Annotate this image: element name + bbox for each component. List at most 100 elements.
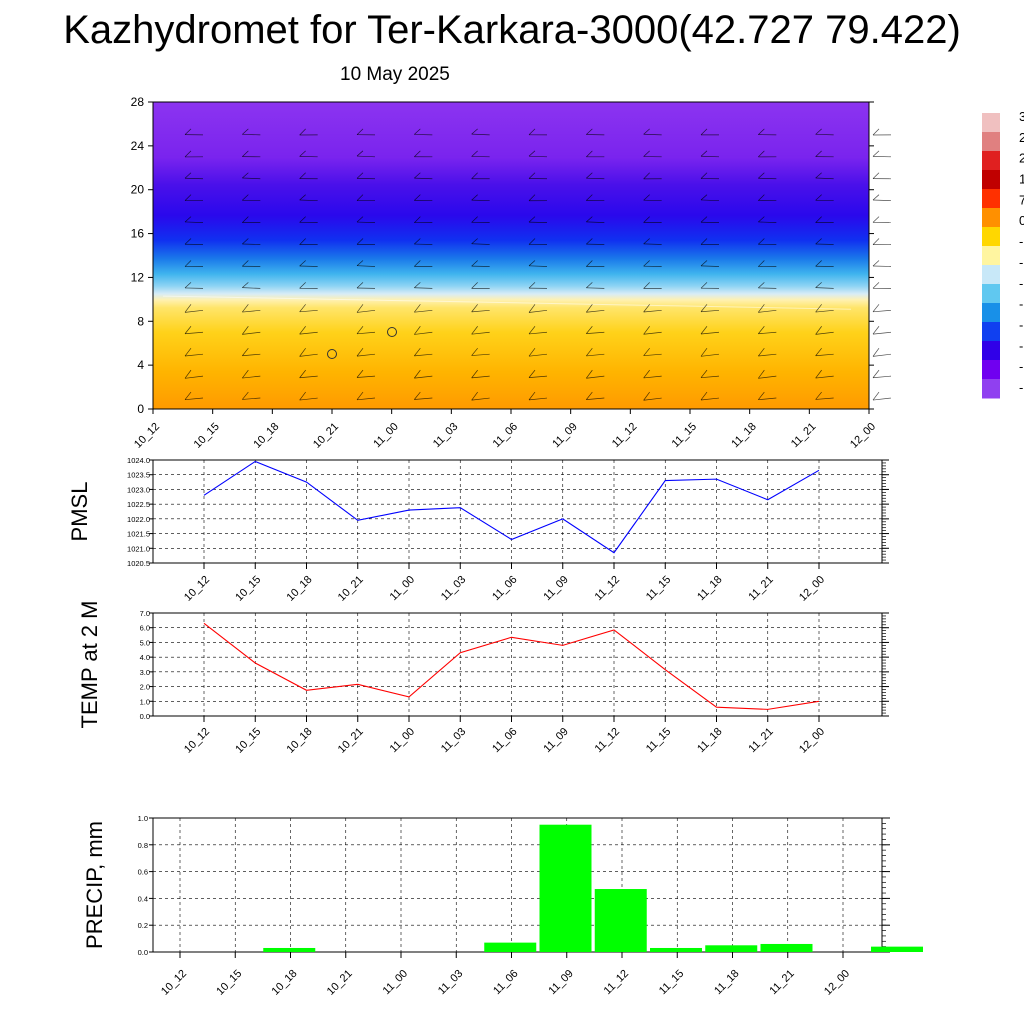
- temperature-shading: [153, 102, 869, 409]
- wind-barb-flag: [184, 369, 192, 379]
- wind-barb-flag: [872, 216, 880, 223]
- wind-barb-flag: [242, 282, 249, 288]
- wind-barb-flag: [471, 150, 478, 157]
- wind-barb: [242, 287, 261, 289]
- wind-barb: [242, 331, 261, 335]
- x-tick-label: 11_15: [670, 421, 700, 451]
- wind-barb-flag: [528, 216, 536, 223]
- wind-barb-flag: [872, 128, 880, 136]
- y-tick-label: 0.0: [140, 712, 150, 721]
- wind-barb: [643, 331, 662, 335]
- wind-barb-flag: [700, 128, 708, 136]
- y-tick-label: 0.4: [138, 894, 148, 903]
- wind-barb: [414, 331, 433, 335]
- y-tick-label: 0.8: [138, 841, 148, 850]
- x-tick-label: 11_03: [436, 968, 466, 998]
- wind-barb-flag: [643, 282, 650, 289]
- wind-barb-flag: [471, 172, 478, 179]
- wind-barb-flag: [528, 238, 536, 245]
- y-tick-label: 1022.0: [127, 515, 150, 524]
- colorbar-segment: [982, 227, 1000, 247]
- wind-barb: [242, 375, 261, 379]
- x-tick-label: 11_00: [381, 968, 411, 998]
- x-tick-label: 11_12: [610, 421, 640, 451]
- calm-circle: [327, 349, 337, 359]
- y-tick-label: 5.0: [140, 638, 150, 647]
- wind-barb: [758, 309, 777, 313]
- wind-barb-flag: [356, 216, 364, 223]
- wind-barb: [700, 265, 720, 267]
- x-tick-label: 10_21: [336, 726, 366, 756]
- x-tick-label: 11_09: [546, 968, 576, 998]
- wind-barb-flag: [643, 391, 650, 401]
- y-tick-label: 1024.0: [127, 456, 150, 465]
- wind-barb-flag: [872, 282, 880, 289]
- x-tick-label: 11_12: [602, 968, 632, 998]
- wind-barb-flag: [815, 326, 822, 335]
- wind-barb: [815, 375, 834, 379]
- wind-barb-flag: [758, 216, 765, 223]
- colorbar: 3 2 2 1 7 0 - - - - - - - -: [982, 109, 1024, 399]
- wind-barb-flag: [528, 369, 536, 378]
- wind-barb-flag: [643, 172, 650, 180]
- y-tick-label: 1022.5: [127, 500, 150, 509]
- x-tick-label: 10_21: [325, 968, 355, 998]
- wind-barb-flag: [815, 369, 822, 379]
- x-tick-label: 12_00: [822, 968, 852, 998]
- wind-barb: [586, 353, 605, 357]
- wind-barb-flag: [471, 194, 478, 201]
- x-tick-label: 10_21: [336, 574, 366, 604]
- wind-barb-flag: [643, 216, 650, 223]
- wind-barb: [643, 375, 662, 379]
- wind-barb: [643, 133, 662, 136]
- wind-barb: [414, 375, 433, 379]
- wind-barb: [184, 331, 204, 335]
- y-axis-title: TEMP at 2 M: [77, 601, 102, 729]
- warm-layer-contour: [162, 295, 852, 310]
- x-tick-label: 11_00: [388, 574, 418, 604]
- wind-barb-flag: [643, 260, 650, 267]
- wind-barb-flag: [414, 391, 421, 400]
- wind-barb-flag: [758, 282, 765, 289]
- wind-barb-flag: [815, 194, 822, 201]
- colorbar-label: -: [1019, 276, 1023, 291]
- precip-panel: 0.0 0.2 0.4 0.6 0.8 1.0 10_12 10_15 10_18 10_21 11…: [82, 814, 923, 998]
- wind-barb-flag: [356, 304, 364, 313]
- colorbar-segment: [982, 322, 1000, 342]
- wind-barb-flag: [872, 194, 880, 201]
- wind-barb-flag: [414, 128, 421, 135]
- wind-barb: [643, 353, 662, 357]
- wind-barb: [414, 309, 433, 313]
- wind-barb: [356, 221, 376, 223]
- wind-barb: [414, 397, 433, 400]
- wind-barb-flag: [586, 369, 593, 379]
- wind-barb: [586, 375, 605, 379]
- colorbar-label: -: [1019, 255, 1023, 270]
- wind-barb-flag: [872, 260, 880, 267]
- wind-barb-flag: [299, 391, 306, 401]
- wind-barb-flag: [586, 304, 593, 313]
- y-tick-label: 12: [131, 270, 145, 284]
- y-tick-label: 1.0: [138, 814, 148, 823]
- wind-barb: [872, 309, 892, 313]
- wind-barb: [471, 331, 490, 335]
- x-tick-label: 11_21: [746, 574, 776, 604]
- wind-barb-flag: [872, 304, 880, 313]
- colorbar-segment: [982, 170, 1000, 190]
- wind-barb-flag: [528, 260, 536, 267]
- wind-barb: [356, 309, 376, 313]
- wind-barb-flag: [815, 238, 822, 245]
- wind-barb-flag: [643, 238, 650, 245]
- profile-panel: 0 4 8 12 16 20 24 28 10_12 10_15 10_18 10_21 11_00 11…: [131, 95, 892, 451]
- wind-barb: [815, 331, 834, 335]
- wind-barb: [299, 309, 318, 313]
- wind-barb: [700, 199, 720, 202]
- series-line: [203, 460, 820, 554]
- wind-barb: [528, 331, 548, 335]
- colorbar-label: 2: [1019, 151, 1024, 166]
- wind-barb-flag: [700, 238, 708, 245]
- wind-barb-flag: [414, 216, 421, 223]
- wind-barb-flag: [815, 216, 822, 223]
- wind-barb: [700, 331, 720, 335]
- wind-barb: [872, 199, 892, 202]
